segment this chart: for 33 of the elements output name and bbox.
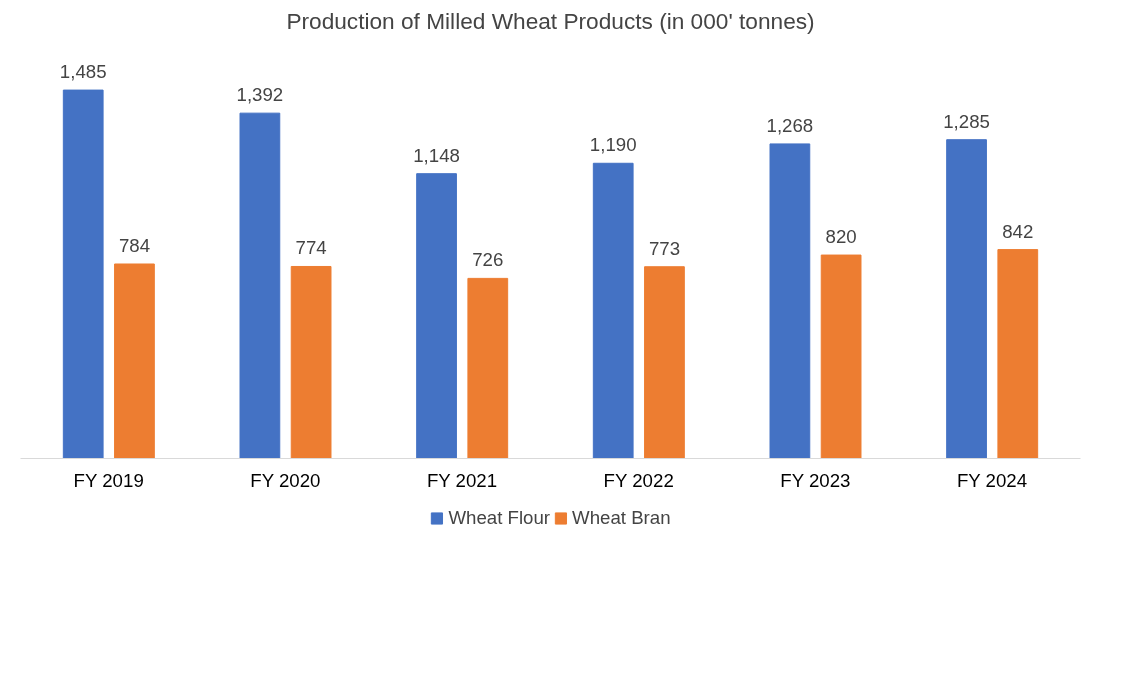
bar bbox=[62, 89, 104, 459]
chart-title: Production of Milled Wheat Products (in 000' tonnes) bbox=[286, 7, 815, 34]
data-label: 773 bbox=[648, 237, 681, 259]
data-label: 820 bbox=[825, 226, 857, 248]
data-label: 842 bbox=[1002, 220, 1034, 242]
bar bbox=[820, 254, 862, 459]
x-tick-label: FY 2022 bbox=[603, 469, 674, 491]
legend-label: Wheat Bran bbox=[572, 507, 671, 529]
data-label: 784 bbox=[118, 234, 151, 256]
bar bbox=[769, 143, 811, 459]
data-label: 1,268 bbox=[766, 114, 814, 136]
legend-label: Wheat Flour bbox=[448, 507, 551, 529]
bar bbox=[997, 249, 1039, 459]
data-label: 774 bbox=[295, 237, 327, 259]
x-tick-label: FY 2023 bbox=[780, 469, 851, 491]
data-label: 726 bbox=[472, 249, 504, 271]
bar bbox=[467, 277, 509, 459]
x-tick-label: FY 2021 bbox=[426, 469, 498, 491]
data-label: 1,285 bbox=[943, 110, 990, 132]
bar bbox=[946, 139, 987, 459]
x-tick-label: FY 2020 bbox=[250, 469, 321, 491]
bar bbox=[644, 266, 685, 459]
data-label: 1,190 bbox=[589, 134, 637, 156]
bar bbox=[592, 162, 634, 459]
data-label: 1,148 bbox=[413, 144, 460, 166]
bar bbox=[114, 263, 155, 459]
x-tick-label: FY 2024 bbox=[956, 469, 1028, 491]
bar bbox=[416, 173, 457, 459]
x-tick-label: FY 2019 bbox=[73, 469, 144, 491]
data-label: 1,485 bbox=[59, 61, 107, 83]
bar bbox=[239, 112, 281, 459]
data-label: 1,392 bbox=[236, 84, 284, 106]
bar bbox=[290, 265, 332, 459]
